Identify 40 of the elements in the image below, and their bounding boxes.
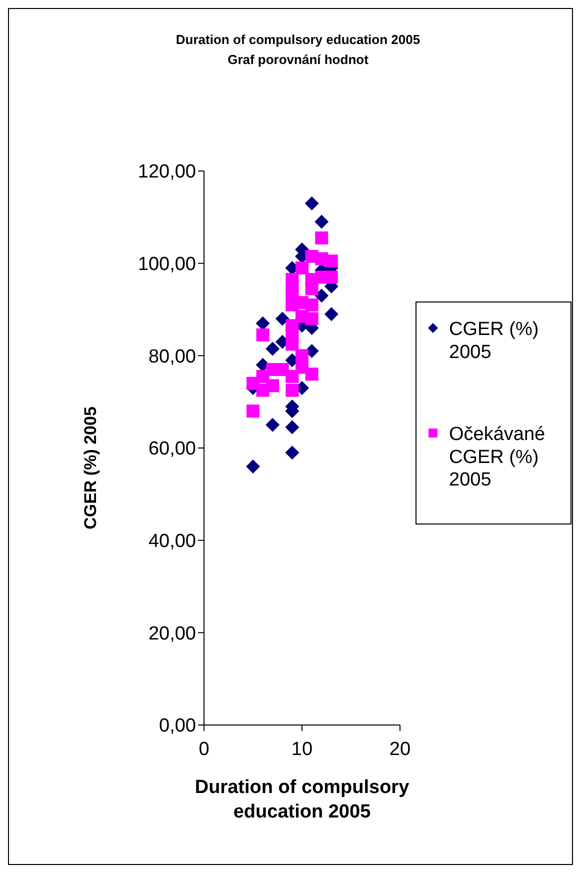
point (256, 316, 270, 330)
point (246, 404, 260, 418)
point (246, 459, 260, 474)
point (286, 338, 299, 351)
point (266, 342, 280, 356)
point (324, 254, 338, 268)
legend-label: Očekávané CGER (%) 2005 (449, 424, 546, 491)
chart-subtitle: Graf porovnání hodnot (228, 52, 370, 67)
y-tick-label: 100,00 (138, 254, 196, 275)
y-axis-title: CGER (%) 2005 (81, 406, 100, 530)
point (305, 368, 318, 381)
x-tick-label: 0 (198, 739, 210, 760)
point (304, 196, 319, 210)
y-tick-label: 40,00 (148, 530, 196, 552)
point (256, 384, 270, 397)
point (305, 298, 318, 312)
x-tick-label: 10 (291, 739, 313, 760)
point (324, 307, 338, 322)
point (285, 420, 300, 434)
point (286, 384, 299, 397)
y-tick-label: 20,00 (148, 623, 196, 644)
point (256, 328, 270, 342)
point (296, 261, 308, 274)
legend-label: CGER (%) 2005 (449, 319, 539, 363)
point (315, 231, 328, 244)
point (275, 312, 290, 326)
point (286, 370, 299, 383)
x-tick-label: 20 (389, 739, 411, 760)
point (285, 446, 300, 460)
point (314, 288, 329, 303)
chart-title: Duration of compulsory education 2005 (176, 32, 420, 47)
point (266, 418, 280, 432)
x-axis-title: Duration of compulsory education 2005 (194, 777, 410, 823)
point (305, 312, 318, 326)
y-tick-label: 60,00 (148, 438, 196, 460)
point (314, 214, 329, 229)
point (305, 282, 318, 296)
y-tick-label: 80,00 (148, 346, 196, 368)
y-tick-label: 0,00 (159, 716, 196, 737)
y-tick-label: 120,00 (138, 162, 196, 183)
